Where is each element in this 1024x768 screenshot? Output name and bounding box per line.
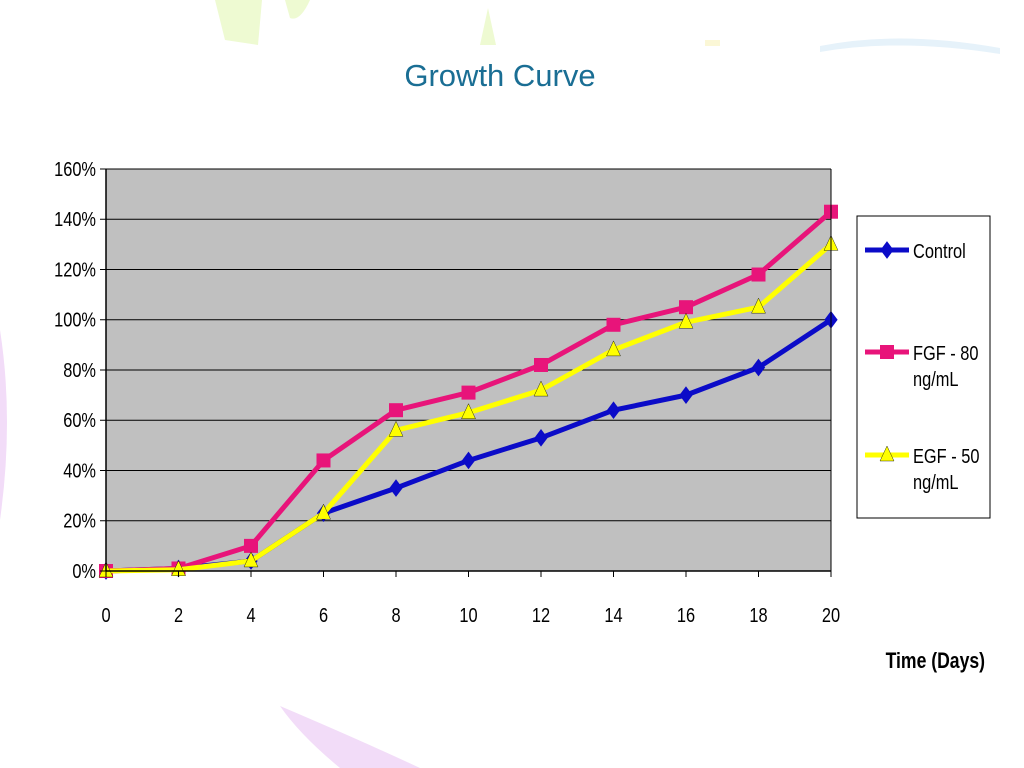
legend-marker [880,345,894,359]
data-point [243,551,259,568]
data-point [461,385,476,400]
data-point [534,357,548,372]
chart-title: Growth Curve [404,58,596,93]
data-point [751,267,766,282]
plot-layer [106,168,831,572]
y-tick-label: 140% [54,208,96,231]
data-point [606,317,621,332]
legend-entry: EGF - 50 ng/mL [865,444,979,493]
y-tick-label: 0% [72,559,96,582]
data-point [461,451,476,470]
x-tick-label: 10 [459,603,477,626]
data-point [679,300,693,315]
x-tick-label: 18 [749,603,767,626]
data-point [388,420,404,437]
x-axis-title: Time (Days) [886,649,985,673]
legend-entry: FGF - 80 ng/mL [865,341,979,390]
data-point [678,312,694,329]
x-tick-label: 8 [391,603,400,626]
data-point [751,358,766,377]
x-tick-label: 6 [319,603,328,626]
legend: Control FGF - 80 ng/mL EGF - 50 ng/mL [856,215,991,519]
data-point [389,479,403,497]
data-point [316,503,331,520]
y-tick-label: 60% [63,409,96,432]
legend-entry: Control [865,239,966,262]
y-tick-label: 80% [63,358,96,381]
data-point [533,380,549,397]
legend-label: Control [913,239,966,262]
y-tick-label: 120% [54,258,96,281]
x-tick-label: 0 [101,603,110,626]
data-point [316,453,331,468]
series-layer [98,204,839,580]
legend-marker [879,445,895,462]
axis-layer: 0% 20% 40% 60% 80% 100% 120% 140% 160% 0 2 4 6 8 10 12 1… [54,157,985,673]
y-tick-label: 20% [63,509,96,532]
legend-label: FGF - 80 ng/mL [913,341,979,390]
legend-box [856,215,991,519]
x-tick-label: 20 [822,603,840,626]
data-point [606,401,621,420]
x-tick-label: 12 [532,603,550,626]
y-tick-label: 40% [63,459,96,482]
data-point [461,403,476,419]
series-2 [98,234,839,578]
data-point [679,386,693,404]
data-point [751,297,766,314]
y-tick-label: 100% [54,308,96,331]
x-tick-label: 2 [174,603,183,626]
data-point [389,403,403,418]
legend-label: EGF - 50 ng/mL [913,444,979,493]
x-tick-label: 14 [604,603,622,626]
y-tick-label: 160% [54,157,96,180]
legend-marker [880,241,894,259]
data-point [606,340,621,357]
data-point [534,429,548,447]
x-tick-label: 4 [246,603,255,626]
x-tick-label: 16 [677,603,695,626]
data-point [244,538,258,553]
